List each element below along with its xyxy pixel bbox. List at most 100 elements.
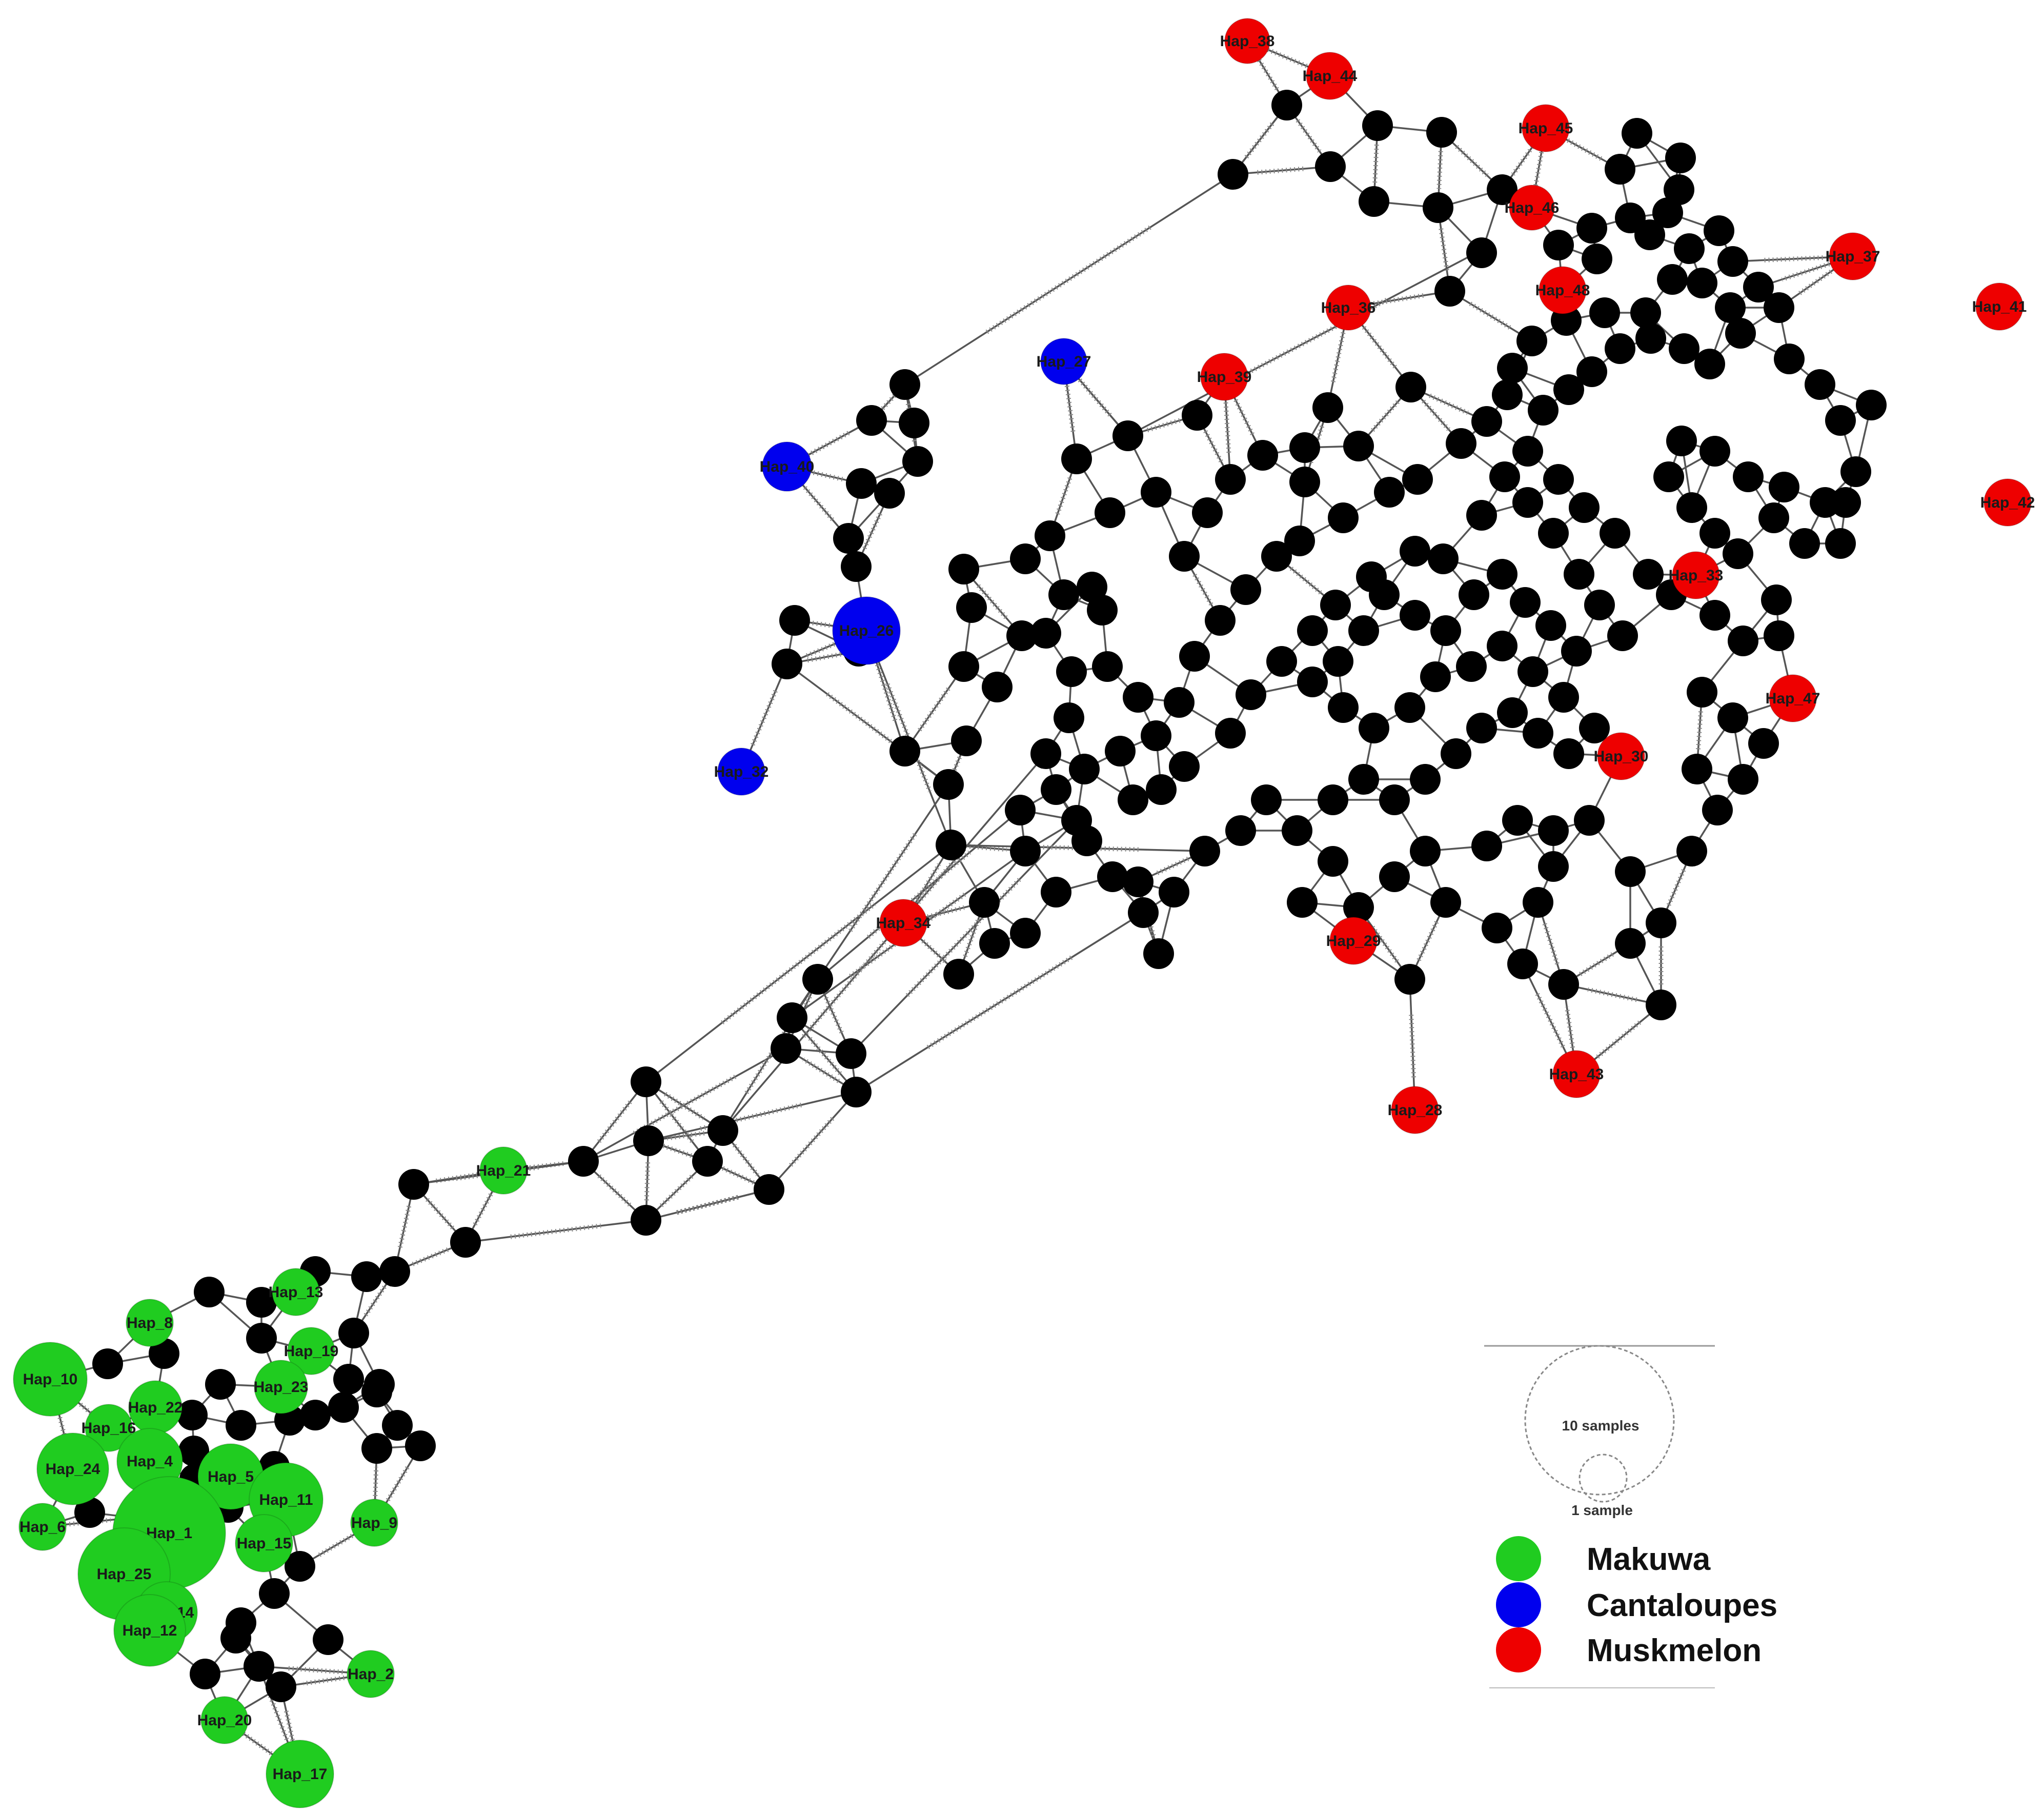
median-vector-node	[285, 1551, 315, 1582]
median-vector-node	[244, 1651, 274, 1682]
median-vector-node	[979, 928, 1010, 959]
median-vector-node	[1702, 795, 1733, 825]
median-vector-node	[1374, 477, 1405, 508]
haplotype-circle	[272, 1268, 320, 1316]
median-vector-node	[1512, 436, 1543, 467]
haplotype-label: Hap_29	[1326, 933, 1381, 950]
median-vector-node	[1400, 600, 1430, 631]
median-vector-node	[1553, 374, 1584, 405]
median-vector-node	[856, 405, 887, 436]
median-vector-node	[351, 1261, 382, 1292]
haplotype-circle	[1200, 353, 1248, 401]
median-vector-node	[1056, 656, 1087, 687]
median-vector-node	[405, 1430, 436, 1461]
median-vector-node	[1561, 636, 1592, 667]
mutation-ticks	[1223, 402, 1231, 454]
mutation-ticks	[1587, 987, 1637, 1002]
median-vector-node	[1543, 464, 1574, 495]
median-vector-node	[1574, 805, 1605, 836]
median-vector-node	[1605, 333, 1635, 364]
median-vector-node	[1041, 774, 1071, 805]
median-vector-node	[1159, 877, 1189, 907]
network-edge	[645, 844, 952, 1083]
median-vector-node	[1489, 461, 1520, 492]
median-vector-node	[1674, 233, 1705, 264]
median-vector-node	[177, 1400, 208, 1430]
median-vector-node	[1261, 541, 1292, 572]
median-vector-node	[379, 1256, 410, 1287]
median-vector-node	[1769, 472, 1799, 502]
mutation-ticks	[1563, 136, 1603, 161]
median-vector-node	[1348, 615, 1379, 646]
haplotype-label: Hap_4	[127, 1453, 173, 1470]
median-vector-node	[631, 1066, 661, 1097]
haplotype-node-hap-15: Hap_15	[235, 1514, 293, 1572]
haplotype-circle	[13, 1342, 88, 1417]
haplotype-node-hap-36: Hap_36	[1321, 285, 1375, 331]
median-vector-node	[707, 1115, 738, 1146]
haplotype-circle	[1984, 478, 2032, 527]
haplotype-nodes: Hap_38 Hap_44 Hap_45 Hap_46 Hap_37 Hap_48 Hap_…	[13, 18, 2035, 1808]
median-vector-node	[1071, 825, 1102, 856]
haplotype-node-hap-32: Hap_32	[714, 748, 768, 796]
mutation-ticks	[802, 1057, 840, 1083]
median-vector-node	[902, 446, 933, 477]
network-edge	[722, 753, 1047, 1132]
median-vector-node	[1379, 861, 1410, 892]
median-vector-node	[1095, 497, 1125, 528]
median-vector-node	[92, 1348, 123, 1379]
median-vector-node	[982, 672, 1013, 702]
mutation-ticks	[397, 1205, 412, 1251]
median-vector-node	[1538, 815, 1569, 846]
network-edge	[768, 1091, 857, 1191]
median-vector-node	[1502, 805, 1533, 836]
size-scale-small-label: 1 sample	[1571, 1502, 1633, 1518]
haplotype-circle	[879, 899, 927, 947]
median-vector-node	[1362, 110, 1393, 141]
mutation-ticks	[659, 1100, 694, 1143]
median-vector-node	[1548, 969, 1579, 1000]
median-vector-node	[1615, 203, 1646, 233]
size-scale-large-label: 10 samples	[1562, 1418, 1640, 1434]
median-vector-node	[692, 1146, 723, 1177]
mutation-ticks	[1781, 261, 1830, 282]
median-vector-node	[1669, 333, 1699, 364]
median-vector-node	[1123, 866, 1153, 897]
median-vector-node	[361, 1433, 392, 1464]
median-vector-node	[1699, 600, 1730, 631]
mutation-ticks	[510, 1223, 601, 1239]
haplotype-circle	[479, 1146, 528, 1195]
mutation-ticks	[1370, 400, 1400, 433]
median-vector-node	[933, 769, 964, 800]
network-edge	[850, 819, 1078, 1055]
median-vector-node	[1236, 679, 1266, 710]
median-vector-node	[1271, 90, 1302, 120]
haplotype-node-hap-27: Hap_27	[1037, 338, 1091, 385]
median-vector-node	[1466, 500, 1497, 531]
mutation-ticks	[1542, 922, 1560, 965]
median-vector-node	[1343, 892, 1374, 923]
haplotype-node-hap-45: Hap_45	[1519, 104, 1573, 152]
median-vector-node	[1789, 528, 1820, 559]
haplotype-circle	[1672, 551, 1720, 599]
median-vector-node	[1289, 467, 1320, 497]
median-vector-node	[1538, 518, 1569, 549]
network-edge	[904, 173, 1233, 386]
median-vector-node	[1805, 369, 1835, 400]
mutation-ticks	[436, 1172, 481, 1183]
median-vector-node	[1182, 400, 1212, 431]
median-vector-node	[943, 959, 974, 990]
mutation-ticks	[720, 902, 877, 1025]
haplotype-node-hap-30: Hap_30	[1594, 732, 1648, 780]
median-vector-node	[1061, 443, 1092, 474]
median-vector-node	[1394, 964, 1425, 995]
network-edge	[856, 912, 1144, 1093]
haplotype-circle	[762, 441, 812, 492]
median-vector-node	[1512, 487, 1543, 518]
median-vector-node	[1218, 159, 1248, 190]
median-vector-node	[1030, 738, 1061, 769]
haplotype-circle	[832, 596, 901, 665]
median-vector-node	[1225, 815, 1256, 846]
median-vector-node	[1538, 851, 1569, 882]
median-vector-node	[1615, 856, 1646, 887]
